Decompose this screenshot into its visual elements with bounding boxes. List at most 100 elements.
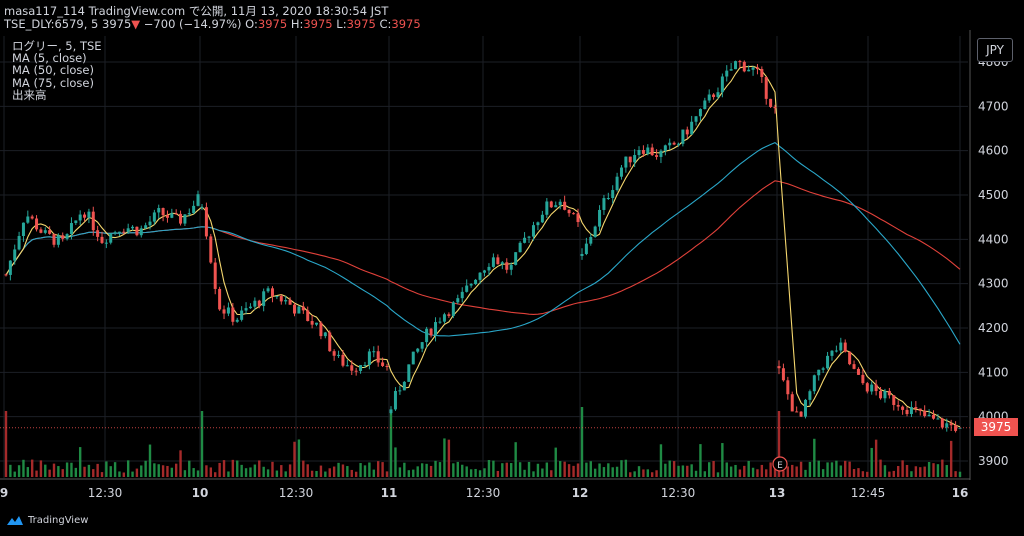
candle-body <box>240 310 244 320</box>
candle-body <box>821 368 825 370</box>
candle-body <box>200 207 204 209</box>
candle-body <box>100 236 104 243</box>
volume-bar <box>78 447 82 477</box>
volume-bar <box>65 462 69 477</box>
volume-bar <box>407 470 411 477</box>
x-tick-label: 11 <box>381 486 398 500</box>
volume-bar <box>302 460 305 477</box>
volume-bar <box>135 468 139 477</box>
volume-bar <box>275 470 279 477</box>
volume-bar <box>830 462 834 477</box>
candle-body <box>698 109 702 117</box>
candle-body <box>879 391 883 399</box>
volume-bar <box>699 444 702 477</box>
candle-body <box>593 226 597 237</box>
tradingview-brand[interactable]: TradingView <box>6 514 88 526</box>
candle-body <box>615 176 619 191</box>
candle-body <box>812 375 816 392</box>
volume-bar <box>677 465 680 477</box>
candle-body <box>293 304 296 314</box>
candle-body <box>865 383 869 392</box>
candle-body <box>487 266 491 271</box>
candle-body <box>637 150 641 156</box>
volume-bar <box>389 411 393 477</box>
candle-body <box>668 142 672 146</box>
close-value: 3975 <box>391 17 421 31</box>
candle-body <box>527 236 531 238</box>
volume-bar <box>122 472 126 477</box>
candle-body <box>777 366 781 369</box>
candle-body <box>598 209 602 227</box>
volume-bar <box>901 460 904 477</box>
volume-bar <box>821 469 825 477</box>
candle-body <box>438 321 442 323</box>
candle-body <box>152 212 156 222</box>
candle-body <box>183 214 187 224</box>
volume-bar <box>747 460 750 477</box>
candle-body <box>174 213 178 215</box>
volume-bar <box>554 447 557 477</box>
volume-bar <box>280 465 283 477</box>
candle-body <box>861 374 865 384</box>
candle-body <box>109 233 113 243</box>
candle-body <box>122 231 126 233</box>
candle-body <box>306 310 310 322</box>
candle-body <box>104 242 108 244</box>
volume-bar <box>57 466 60 477</box>
open-label: O: <box>241 17 258 31</box>
candle-body <box>13 249 17 261</box>
candle-body <box>262 291 266 306</box>
volume-bar <box>729 466 733 477</box>
candle-body <box>659 150 663 157</box>
candle-body <box>460 291 464 299</box>
candle-body <box>43 230 47 233</box>
volume-bar <box>140 465 143 477</box>
volume-bar <box>637 466 641 477</box>
candle-body <box>483 270 486 273</box>
currency-button[interactable]: JPY <box>977 38 1013 62</box>
legend-title[interactable]: ログリー, 5, TSE <box>12 39 102 53</box>
candle-body <box>257 300 261 306</box>
volume-bar <box>465 466 468 477</box>
volume-bar <box>200 411 204 477</box>
candle-body <box>170 213 174 218</box>
volume-bar <box>585 462 588 477</box>
legend-ma5[interactable]: MA (5, close) <box>12 51 87 66</box>
candle-body <box>720 76 724 93</box>
candle-body <box>196 194 200 206</box>
volume-bar <box>839 465 843 477</box>
volume-bar <box>708 462 711 477</box>
volume-bar <box>541 468 544 477</box>
candle-body <box>707 94 711 101</box>
volume-bar <box>777 411 781 477</box>
volume-bar <box>558 461 562 477</box>
legend-volume[interactable]: 出来高 <box>12 87 47 102</box>
volume-bar <box>271 461 274 477</box>
candle-body <box>113 232 117 234</box>
volume-bar <box>694 470 698 477</box>
candle-body <box>131 226 135 229</box>
volume-bar <box>501 463 504 477</box>
low-value: 3975 <box>346 17 376 31</box>
volume-bar <box>469 469 473 477</box>
candle-body <box>315 322 319 325</box>
candle-body <box>936 418 940 420</box>
volume-bar <box>813 438 816 477</box>
volume-bar <box>13 471 16 477</box>
candle-body <box>584 243 588 254</box>
volume-bar <box>196 470 200 477</box>
volume-bar <box>905 464 909 477</box>
volume-bar <box>179 450 182 477</box>
legend-ma75[interactable]: MA (75, close) <box>12 75 94 90</box>
volume-bar <box>914 466 918 477</box>
legend-ma50[interactable]: MA (50, close) <box>12 63 94 78</box>
publish-info: masa117_114 TradingView.com で公開, 11月 13,… <box>4 3 388 19</box>
candle-body <box>235 319 239 322</box>
candle-body <box>576 213 580 223</box>
volume-bar <box>629 472 632 477</box>
candle-body <box>135 226 139 236</box>
volume-bar <box>835 460 838 477</box>
candle-body <box>165 215 169 218</box>
candle-body <box>35 218 39 230</box>
